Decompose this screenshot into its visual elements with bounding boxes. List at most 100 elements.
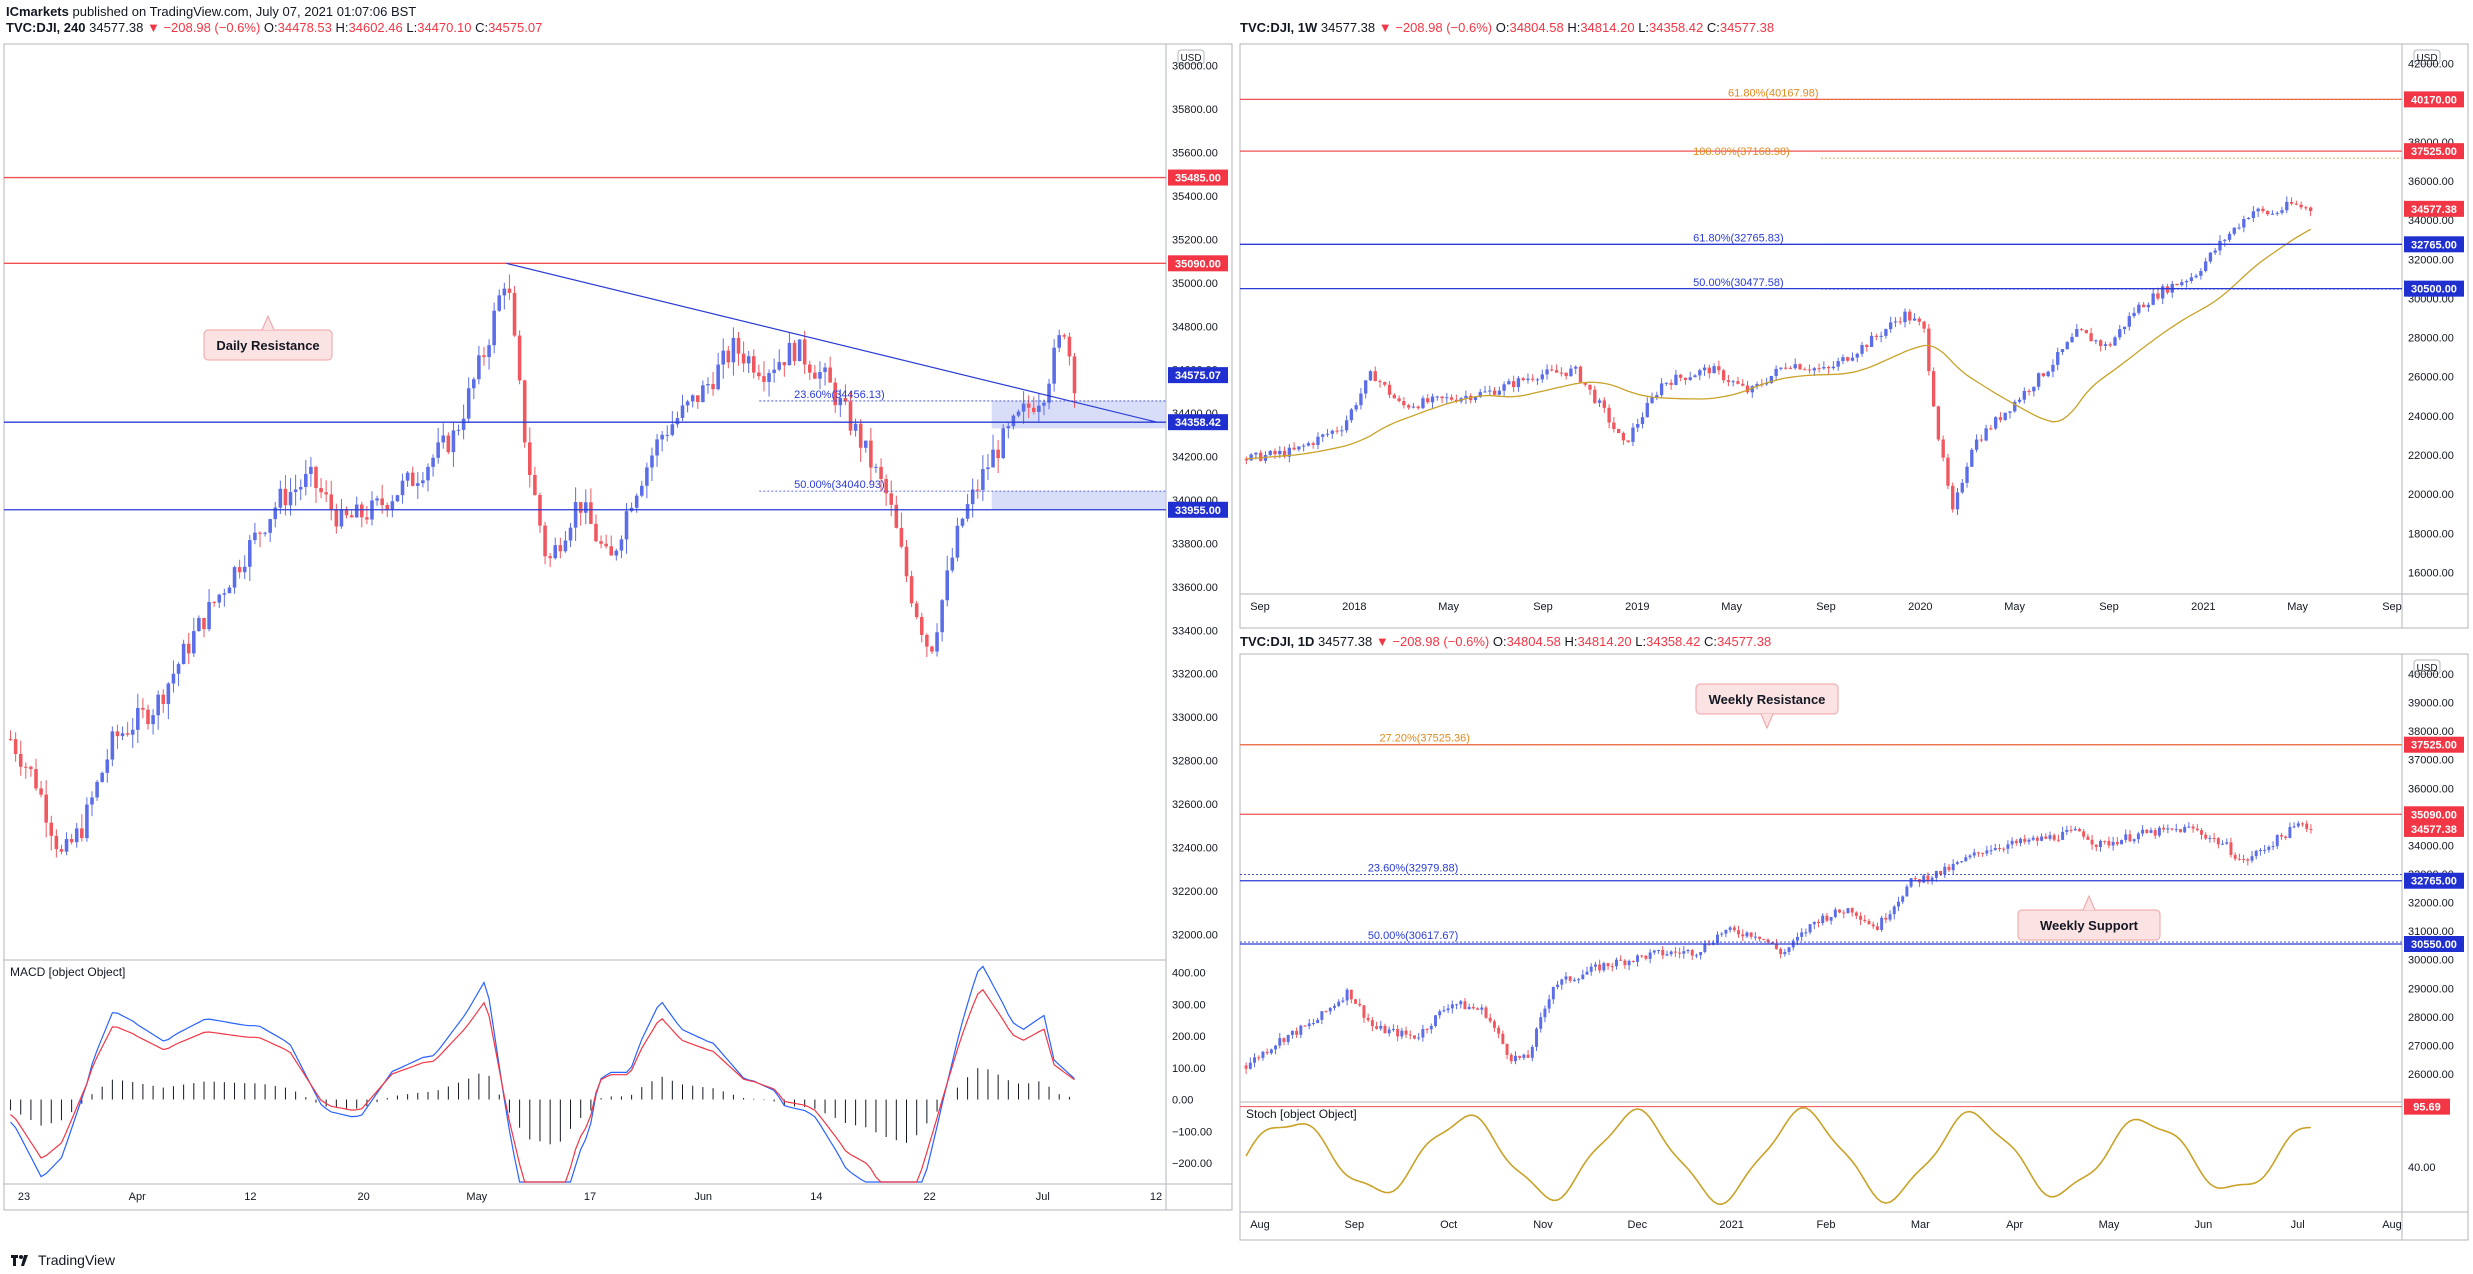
candle-body	[1749, 932, 1753, 937]
daily-o-label: O:	[1492, 634, 1507, 649]
candle-body	[701, 385, 705, 403]
candle-body	[1581, 974, 1585, 980]
candle-body	[1909, 878, 1913, 887]
candle-body	[1072, 356, 1077, 394]
candle-body	[18, 753, 23, 767]
daily-chart-x-tick-label: Sep	[1345, 1219, 1365, 1231]
candle-body	[390, 501, 395, 510]
weekly-chart-currency-badge	[2413, 49, 2441, 65]
candle-body	[263, 532, 267, 534]
candle-body	[1803, 369, 1807, 371]
weekly-symbol[interactable]: TVC:DJI, 1W	[1240, 20, 1318, 35]
candle-body	[1379, 1025, 1383, 1029]
candle-body	[716, 364, 720, 390]
left-4h-chart-level-price-badge	[1168, 414, 1228, 431]
candle-body	[940, 600, 944, 633]
candle-body	[1745, 932, 1749, 937]
candle-body	[2299, 204, 2303, 208]
daily-chart-y-tick-label: 34000.00	[2408, 840, 2454, 852]
candle-body	[578, 502, 583, 513]
weekly-chart-level-price-badge	[2404, 91, 2464, 108]
candle-body	[293, 489, 298, 493]
candle-body	[1278, 1038, 1282, 1046]
candle-body	[385, 505, 390, 510]
candle-body	[59, 849, 64, 852]
candle-body	[1320, 1011, 1324, 1020]
daily-symbol[interactable]: TVC:DJI, 1D	[1240, 634, 1315, 649]
candle-body	[273, 507, 278, 520]
candle-body	[1392, 394, 1397, 399]
candle-body	[2288, 826, 2292, 838]
candle-body	[1984, 428, 1988, 441]
candle-body	[813, 372, 817, 379]
candle-body	[996, 449, 1000, 459]
candle-body	[1645, 402, 1649, 418]
candle-body	[334, 509, 339, 527]
weekly-chart-fib-label: 100.00%(37168.98)	[1693, 146, 1790, 158]
candle-body	[1476, 1008, 1480, 1010]
candle-body	[136, 708, 140, 730]
candle-body	[655, 439, 659, 456]
candle-body	[1330, 430, 1334, 434]
candle-body	[1855, 353, 1859, 358]
candle-body	[2174, 829, 2178, 831]
candle-body	[1655, 395, 1659, 397]
left-symbol[interactable]: TVC:DJI, 240	[6, 20, 86, 35]
candle-body	[904, 546, 909, 577]
candle-body	[1698, 370, 1702, 376]
candle-body	[2285, 201, 2289, 211]
candle-body	[2132, 312, 2136, 317]
candle-body	[1359, 393, 1363, 406]
candle-body	[2246, 859, 2250, 861]
candle-body	[2065, 829, 2069, 832]
daily-chart-currency-label: USD	[2416, 663, 2437, 674]
candle-body	[1965, 466, 1969, 483]
left-4h-chart-x-tick-label: Jul	[1036, 1191, 1050, 1203]
candle-body	[2183, 826, 2187, 833]
candle-body	[1795, 936, 1799, 941]
candle-body	[426, 466, 430, 481]
candle-body	[105, 759, 110, 773]
candle-body	[80, 828, 84, 839]
candle-body	[1612, 422, 1616, 429]
candle-body	[1324, 1011, 1328, 1013]
candle-body	[670, 424, 675, 435]
left-high: 34602.46	[348, 20, 403, 35]
candle-body	[1559, 372, 1564, 374]
candle-body	[1341, 1000, 1345, 1002]
candle-body	[324, 492, 328, 495]
candle-body	[1492, 1021, 1496, 1028]
candle-body	[1311, 443, 1315, 445]
footer-brand[interactable]: TradingView	[38, 1252, 116, 1268]
daily-chart-indicator-name: Stoch [object Object]	[1246, 1107, 1357, 1121]
publish-author[interactable]: ICmarkets	[6, 4, 69, 19]
candle-body	[1383, 1025, 1387, 1034]
candle-body	[1758, 936, 1762, 939]
candle-body	[563, 540, 568, 552]
left-4h-chart-zone	[991, 491, 1166, 510]
tradingview-logo-icon	[11, 1255, 28, 1266]
daily-chart-y-tick-label: 29000.00	[2408, 983, 2454, 995]
daily-chart-y-tick-label: 28000.00	[2408, 1012, 2454, 1024]
candle-body	[1459, 1001, 1463, 1005]
candle-body	[909, 576, 914, 604]
left-4h-chart-indicator-tick: 100.00	[1172, 1063, 1206, 1075]
candle-body	[1669, 382, 1673, 385]
candle-body	[589, 502, 593, 524]
candle-body	[2280, 835, 2283, 837]
candle-body	[1370, 1020, 1374, 1027]
candle-body	[1838, 909, 1842, 913]
candle-body	[2175, 283, 2179, 286]
candle-body	[1943, 866, 1947, 875]
candle-body	[685, 401, 690, 406]
candle-body	[1875, 926, 1879, 930]
candle-body	[1261, 1051, 1265, 1058]
left-4h-chart-last-price-badge	[1168, 367, 1228, 384]
weekly-chart-last-price-badge	[2404, 200, 2464, 217]
candle-body	[2301, 823, 2304, 825]
candle-body	[1335, 430, 1339, 432]
candle-body	[186, 643, 191, 654]
candle-body	[802, 339, 807, 365]
candle-body	[1850, 908, 1854, 913]
